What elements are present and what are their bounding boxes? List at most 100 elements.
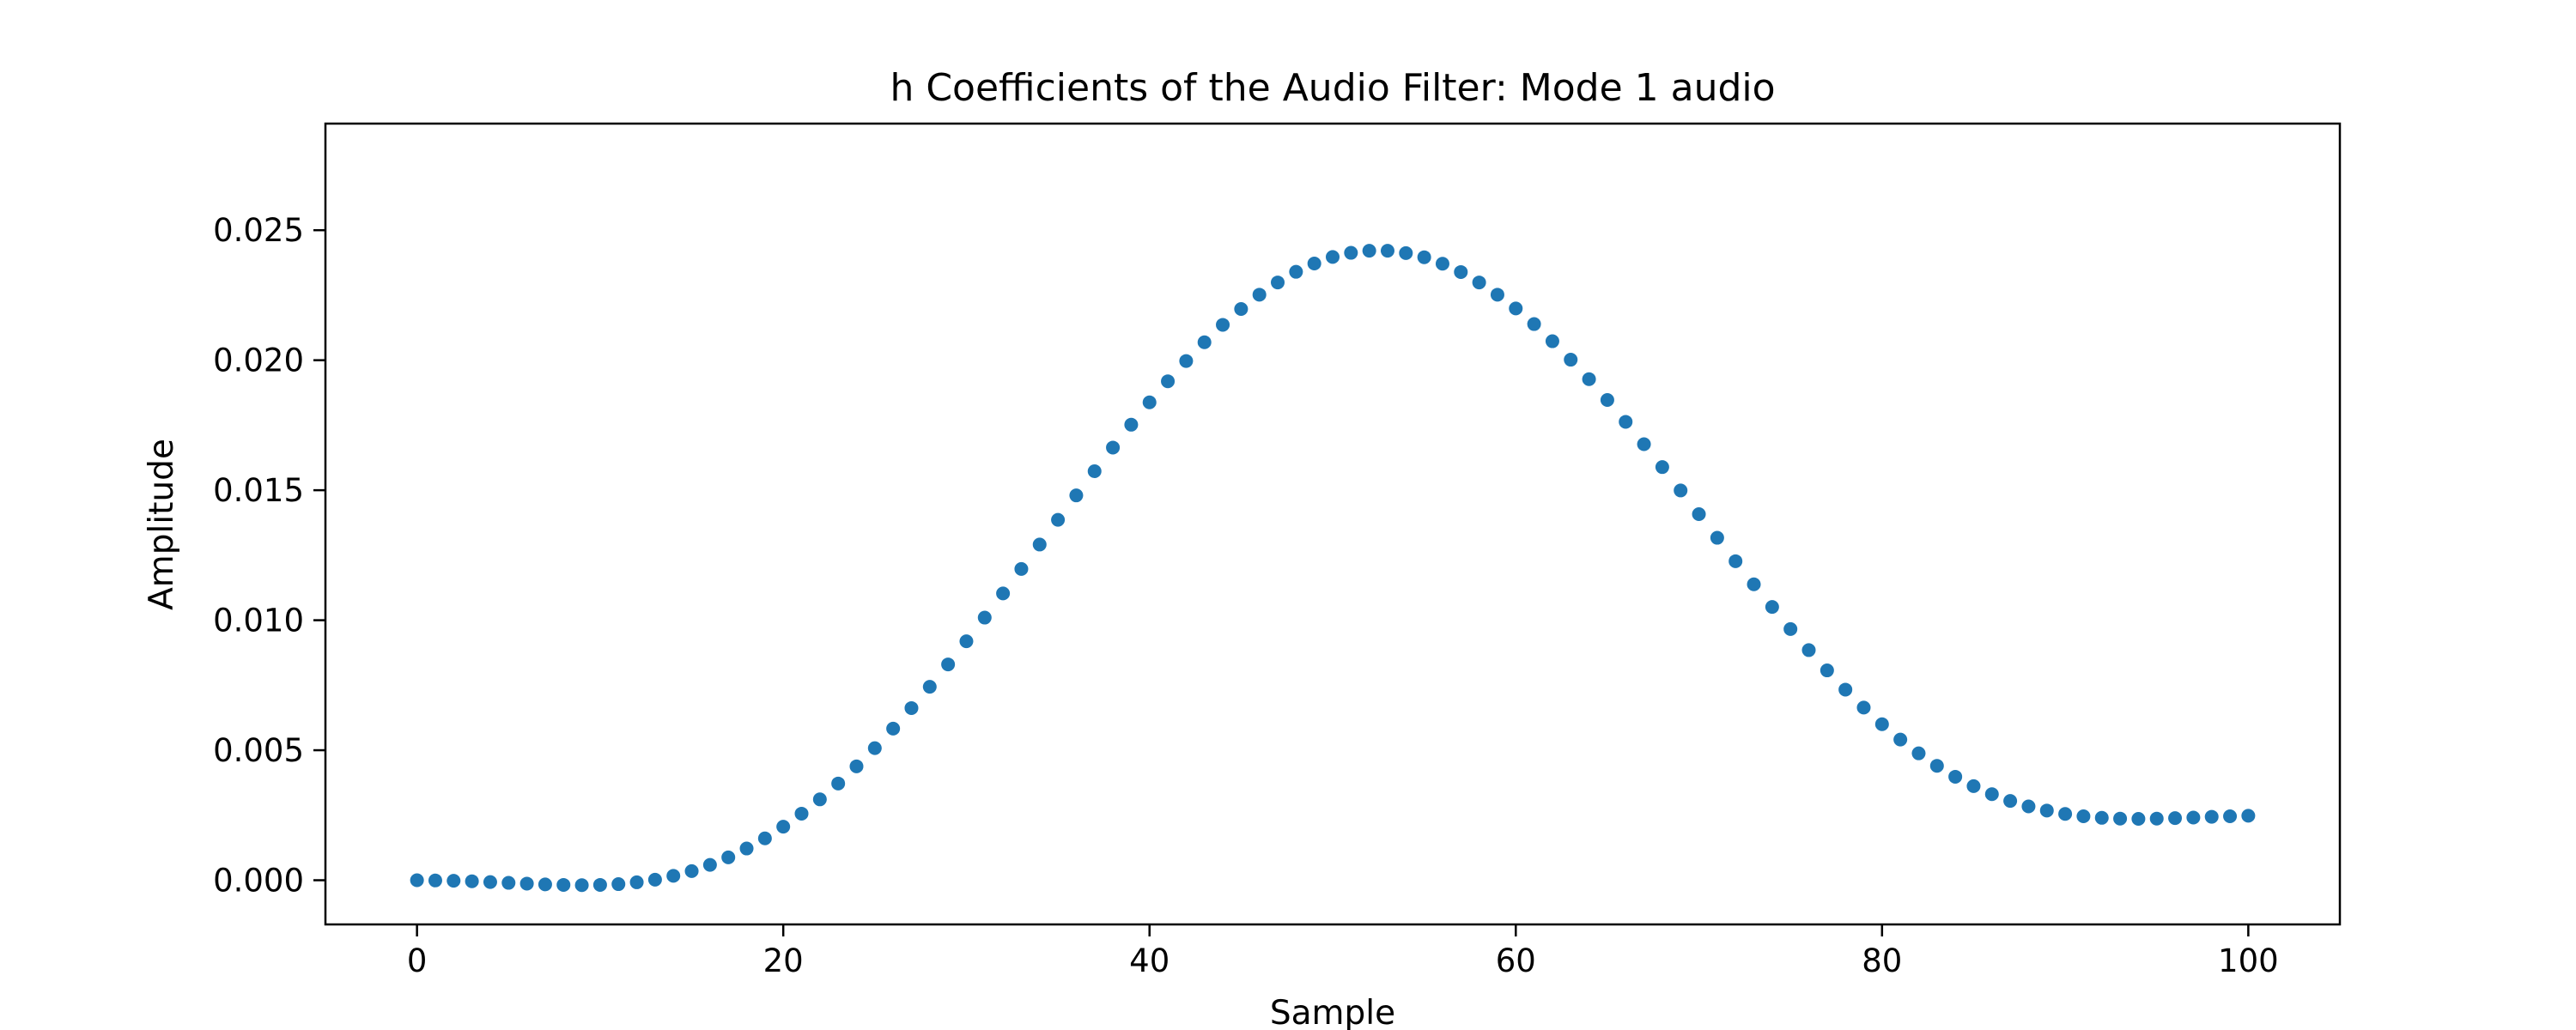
data-point bbox=[1692, 506, 1706, 521]
data-point bbox=[886, 721, 901, 736]
data-point bbox=[611, 877, 626, 892]
data-point bbox=[1472, 276, 1486, 290]
data-point bbox=[556, 877, 571, 892]
x-tick-label: 0 bbox=[407, 942, 428, 979]
data-point bbox=[1929, 759, 1944, 773]
data-point bbox=[684, 863, 699, 878]
data-point bbox=[1216, 318, 1230, 332]
data-point bbox=[1087, 464, 1102, 479]
data-point bbox=[1728, 554, 1743, 568]
x-tick-label: 20 bbox=[763, 942, 804, 979]
data-point bbox=[1417, 250, 1431, 264]
data-point bbox=[574, 878, 589, 893]
x-axis: 0 20 40 60 80 100 bbox=[407, 924, 2279, 979]
data-point bbox=[1399, 245, 1413, 260]
data-point bbox=[2113, 811, 2128, 826]
data-point bbox=[794, 806, 809, 821]
y-tick-label: 0.025 bbox=[213, 212, 304, 249]
data-point bbox=[1106, 440, 1121, 455]
data-point bbox=[1179, 354, 1194, 368]
data-point bbox=[959, 634, 974, 649]
y-axis: 0.000 0.005 0.010 0.015 0.020 0.025 bbox=[213, 212, 325, 900]
x-tick-label: 100 bbox=[2218, 942, 2279, 979]
data-point bbox=[1838, 682, 1853, 697]
data-point bbox=[1527, 317, 1541, 331]
data-point bbox=[1234, 301, 1249, 316]
data-point bbox=[721, 850, 736, 864]
data-point bbox=[2003, 794, 2018, 809]
data-point bbox=[629, 875, 644, 889]
data-point bbox=[1820, 663, 1834, 678]
data-point bbox=[1948, 769, 1963, 784]
data-point bbox=[1289, 264, 1303, 279]
data-point bbox=[849, 759, 864, 773]
data-point bbox=[410, 873, 424, 888]
data-point bbox=[1344, 245, 1358, 260]
data-point bbox=[1984, 787, 1999, 802]
data-point bbox=[922, 680, 937, 694]
x-axis-label: Sample bbox=[1270, 994, 1395, 1030]
data-point bbox=[1710, 530, 1724, 545]
data-point bbox=[1637, 437, 1651, 451]
data-point bbox=[2241, 809, 2256, 823]
y-axis-label: Amplitude bbox=[143, 439, 181, 610]
data-point bbox=[1032, 537, 1047, 552]
data-point bbox=[702, 857, 717, 872]
data-point bbox=[2186, 810, 2201, 825]
plot-frame bbox=[324, 122, 2342, 926]
data-point bbox=[592, 877, 607, 892]
data-point bbox=[2204, 809, 2219, 824]
data-point bbox=[1545, 334, 1559, 348]
data-point bbox=[1161, 374, 1176, 389]
data-point bbox=[1801, 643, 1816, 657]
data-point bbox=[1655, 460, 1669, 475]
data-point bbox=[977, 610, 992, 625]
data-point bbox=[1600, 393, 1614, 408]
data-point bbox=[2076, 809, 2091, 823]
data-point bbox=[1380, 244, 1394, 258]
data-point bbox=[1911, 746, 1926, 760]
data-point bbox=[1252, 288, 1267, 302]
data-point bbox=[1747, 577, 1761, 591]
data-point bbox=[996, 586, 1011, 601]
data-point bbox=[1307, 256, 1321, 270]
data-point bbox=[2058, 807, 2073, 821]
data-point bbox=[1490, 288, 1504, 302]
data-point bbox=[2149, 811, 2164, 826]
data-point bbox=[2021, 799, 2036, 814]
data-point bbox=[447, 874, 461, 888]
data-series bbox=[410, 244, 2256, 893]
data-point bbox=[1765, 600, 1779, 615]
data-point bbox=[1051, 512, 1066, 527]
x-tick-label: 60 bbox=[1496, 942, 1536, 979]
data-point bbox=[1893, 732, 1908, 747]
data-point bbox=[2039, 803, 2054, 818]
data-point bbox=[501, 876, 516, 890]
data-point bbox=[1509, 301, 1523, 316]
data-point bbox=[1326, 250, 1340, 264]
data-point bbox=[1874, 717, 1889, 731]
data-point bbox=[2168, 811, 2183, 826]
data-point bbox=[1454, 264, 1468, 279]
data-point bbox=[483, 875, 497, 889]
data-point bbox=[831, 776, 846, 791]
data-point bbox=[776, 820, 791, 834]
y-tick-label: 0.020 bbox=[213, 342, 304, 379]
data-point bbox=[428, 873, 442, 888]
data-point bbox=[867, 741, 882, 755]
data-point bbox=[1069, 488, 1084, 503]
data-point bbox=[1619, 415, 1633, 429]
data-point bbox=[1582, 372, 1596, 386]
data-point bbox=[757, 831, 772, 845]
x-tick-label: 80 bbox=[1862, 942, 1902, 979]
data-point bbox=[1435, 257, 1449, 271]
y-tick-label: 0.010 bbox=[213, 603, 304, 639]
data-point bbox=[1014, 561, 1029, 576]
data-point bbox=[1674, 483, 1688, 498]
data-point bbox=[941, 657, 956, 672]
data-point bbox=[2094, 810, 2109, 825]
data-point bbox=[1966, 779, 1981, 793]
data-point bbox=[1362, 244, 1376, 258]
data-point bbox=[538, 877, 552, 892]
